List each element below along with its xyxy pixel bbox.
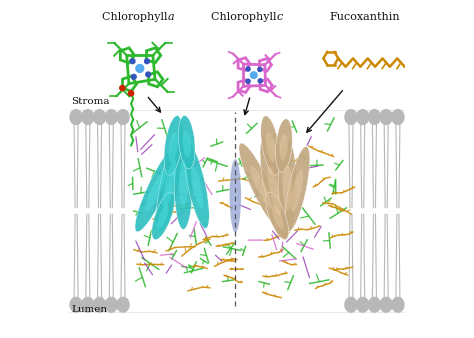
Ellipse shape [260,140,288,238]
Text: Stroma: Stroma [71,97,109,106]
Ellipse shape [164,116,182,175]
Ellipse shape [291,169,303,212]
Ellipse shape [174,136,192,230]
Circle shape [250,72,257,78]
Ellipse shape [380,110,392,124]
Ellipse shape [267,166,281,215]
Ellipse shape [70,297,82,312]
Ellipse shape [145,169,166,212]
Ellipse shape [266,132,276,162]
Ellipse shape [179,161,188,208]
Text: c: c [276,12,283,22]
Ellipse shape [93,110,106,124]
Circle shape [258,68,262,72]
Circle shape [131,74,136,79]
Ellipse shape [82,110,94,124]
Ellipse shape [232,179,238,216]
Circle shape [130,59,135,64]
Text: Chlorophyll: Chlorophyll [211,12,280,22]
Ellipse shape [392,110,404,124]
Ellipse shape [135,146,178,232]
Ellipse shape [182,130,191,157]
Ellipse shape [184,143,209,228]
Ellipse shape [392,297,404,312]
Ellipse shape [191,166,203,209]
Circle shape [128,91,134,96]
Circle shape [258,79,262,83]
Text: Lumen: Lumen [71,305,107,314]
Ellipse shape [105,110,118,124]
Ellipse shape [178,116,195,169]
Circle shape [145,59,149,64]
Ellipse shape [82,297,94,312]
Ellipse shape [70,110,82,124]
Circle shape [136,65,144,72]
Circle shape [146,72,151,77]
Ellipse shape [345,297,357,312]
Ellipse shape [250,166,272,209]
Ellipse shape [157,206,168,230]
Ellipse shape [345,110,357,124]
Text: Fucoxanthin: Fucoxanthin [329,12,400,22]
Ellipse shape [239,143,282,228]
Ellipse shape [93,297,106,312]
Ellipse shape [168,132,178,162]
Ellipse shape [266,192,289,240]
Ellipse shape [356,297,369,312]
Ellipse shape [261,116,280,175]
Ellipse shape [117,110,129,124]
Ellipse shape [156,133,184,232]
Ellipse shape [285,146,310,232]
Ellipse shape [272,206,283,230]
Ellipse shape [105,297,118,312]
Ellipse shape [229,159,241,233]
Circle shape [246,79,250,83]
Ellipse shape [368,297,381,312]
Ellipse shape [275,119,292,172]
Circle shape [246,67,250,71]
Ellipse shape [280,134,288,161]
Ellipse shape [278,139,297,233]
Ellipse shape [152,192,175,240]
Ellipse shape [368,110,381,124]
Text: Chlorophyll: Chlorophyll [102,12,171,22]
Ellipse shape [117,297,129,312]
Text: a: a [168,12,174,22]
Ellipse shape [163,160,176,209]
Ellipse shape [283,164,292,211]
Ellipse shape [356,110,369,124]
Ellipse shape [380,297,392,312]
Circle shape [120,86,125,91]
